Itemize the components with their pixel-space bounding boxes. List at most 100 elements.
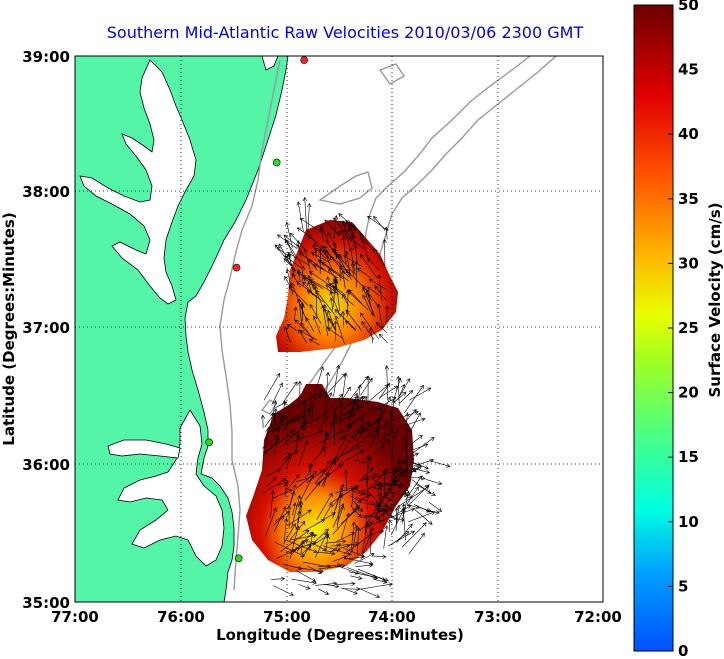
x-tick: 74:00 <box>368 608 416 626</box>
velocity-arrow <box>391 472 409 492</box>
velocity-arrow <box>342 587 358 595</box>
velocity-arrow <box>325 284 340 295</box>
velocity-arrow <box>272 515 285 526</box>
velocity-arrow <box>298 500 304 516</box>
velocity-arrow <box>393 377 402 401</box>
velocity-arrow <box>320 415 328 429</box>
velocity-arrow <box>274 430 299 446</box>
velocity-arrow <box>317 588 330 595</box>
velocity-arrow <box>350 505 362 518</box>
velocity-arrow <box>298 439 309 467</box>
velocity-arrow <box>284 255 302 268</box>
velocity-arrow <box>373 215 386 231</box>
velocity-arrow <box>308 540 328 551</box>
velocity-arrow <box>317 563 346 570</box>
velocity-arrow <box>355 497 380 506</box>
velocity-arrow <box>291 394 317 409</box>
velocity-arrow <box>282 429 295 440</box>
velocity-arrow <box>381 507 386 528</box>
velocity-arrow <box>325 371 330 407</box>
velocity-arrow <box>380 507 394 512</box>
velocity-arrow <box>355 563 374 568</box>
velocity-arrow <box>396 523 413 543</box>
velocity-arrow <box>325 250 331 262</box>
velocity-arrow <box>344 432 375 454</box>
velocity-arrow <box>353 423 363 439</box>
velocity-arrow <box>319 432 329 455</box>
velocity-arrow <box>296 201 304 232</box>
velocity-arrow <box>266 476 277 487</box>
velocity-arrow <box>284 523 296 543</box>
x-tick: 76:00 <box>157 608 205 626</box>
velocity-arrow <box>310 403 316 428</box>
y-tick: 35:00 <box>22 594 70 612</box>
velocity-arrow <box>321 261 349 281</box>
velocity-arrow <box>362 526 374 557</box>
velocity-arrow <box>370 476 380 486</box>
velocity-arrow <box>283 473 300 494</box>
delaware-bay <box>261 56 279 71</box>
velocity-arrow <box>338 213 358 231</box>
velocity-arrow <box>359 467 374 481</box>
velocity-arrow <box>409 412 421 433</box>
velocity-arrow <box>399 377 411 396</box>
velocity-arrow <box>291 273 301 288</box>
velocity-arrow <box>296 227 308 235</box>
velocity-arrow <box>353 244 358 265</box>
velocity-arrow <box>312 446 327 463</box>
velocity-arrow <box>350 495 363 504</box>
velocity-arrow <box>367 215 389 231</box>
velocity-arrow <box>336 532 356 542</box>
velocity-arrow <box>332 241 337 259</box>
velocity-arrow <box>403 461 417 473</box>
velocity-arrow <box>308 338 320 346</box>
velocity-arrow <box>314 531 329 558</box>
velocity-arrow <box>348 571 378 579</box>
velocity-arrow <box>261 435 280 449</box>
velocity-arrow <box>325 539 347 544</box>
velocity-arrow <box>285 268 294 295</box>
velocity-arrow <box>286 505 292 529</box>
velocity-arrow <box>262 478 287 494</box>
velocity-arrow <box>380 421 389 458</box>
albemarle-sound <box>107 439 181 459</box>
colorbar-tick-label: 20 <box>678 384 699 402</box>
velocity-arrow <box>345 288 351 317</box>
velocity-arrow <box>341 223 356 232</box>
velocity-arrow <box>333 320 338 342</box>
velocity-arrow <box>307 258 318 271</box>
velocity-arrow <box>358 568 387 582</box>
velocity-arrow <box>308 394 323 406</box>
y-tick: 38:00 <box>22 183 70 201</box>
x-tick: 75:00 <box>263 608 311 626</box>
colorbar-tick-label: 35 <box>678 190 699 208</box>
velocity-arrow <box>362 284 380 308</box>
x-tick: 72:00 <box>574 608 622 626</box>
velocity-arrow <box>381 495 393 501</box>
velocity-arrow <box>352 525 359 552</box>
velocity-arrow <box>291 531 314 555</box>
velocity-arrow <box>383 430 399 437</box>
velocity-arrow <box>411 479 432 494</box>
velocity-arrow <box>289 520 306 541</box>
velocity-arrow <box>350 261 355 276</box>
velocity-arrow <box>377 274 383 302</box>
velocity-arrow <box>359 521 374 530</box>
velocity-arrow <box>266 427 279 434</box>
colorbar-tick-label: 45 <box>678 61 699 79</box>
velocity-arrow <box>309 303 322 325</box>
velocity-arrow <box>296 419 306 438</box>
velocity-arrow <box>285 415 306 426</box>
velocity-arrow <box>291 578 317 585</box>
velocity-arrow <box>356 526 361 555</box>
velocity-arrow <box>360 582 393 590</box>
velocity-arrow <box>338 265 352 275</box>
colorbar-tick-label: 10 <box>678 513 699 531</box>
velocity-arrow <box>336 231 353 242</box>
velocity-arrow <box>309 531 315 551</box>
velocity-arrow <box>274 541 305 557</box>
velocity-arrow <box>265 507 277 537</box>
velocity-arrow <box>302 281 311 291</box>
velocity-arrow <box>376 303 383 329</box>
velocity-arrow <box>329 290 341 318</box>
